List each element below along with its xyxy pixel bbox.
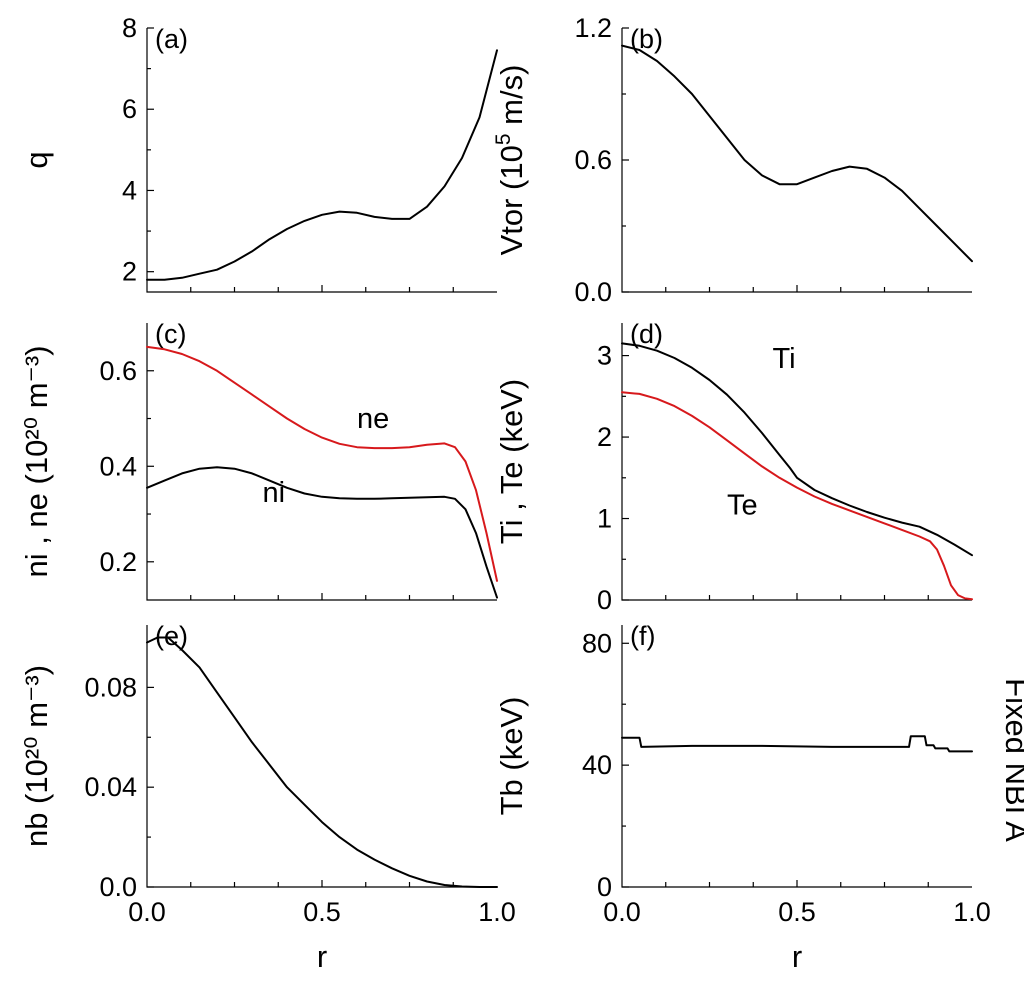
panel-e-xtick-label: 0.0 xyxy=(128,897,166,927)
panel-e-ylabel: nb (10²⁰ m⁻³) xyxy=(19,665,54,847)
panel-f-ytick-label: 40 xyxy=(582,750,612,780)
panel-f-series-line0 xyxy=(621,735,973,753)
panel-b-ytick-label: 1.2 xyxy=(574,13,612,43)
panel-c: 0.2 0.4 0.6 ni , ne (10²⁰ m⁻³) (c) ne ni xyxy=(19,319,498,601)
panel-b-ylabel: Vtor (105 m/s) xyxy=(492,65,529,256)
panel-c-ylabel: ni , ne (10²⁰ m⁻³) xyxy=(19,345,54,577)
panel-f-ylabel: Tb (keV) xyxy=(494,697,529,816)
panel-e-series-line0 xyxy=(146,636,498,888)
panel-e-ytick-label: 0.04 xyxy=(84,772,137,802)
panel-d-ytick-label: 0 xyxy=(597,585,612,615)
panel-c-ytick-label: 0.6 xyxy=(99,356,137,386)
panel-b-ytick-label: 0.0 xyxy=(574,277,612,307)
panel-e-ytick-label: 0.08 xyxy=(84,672,137,702)
panel-e-xtick-label: 1.0 xyxy=(478,897,516,927)
panel-f-xlabel: r xyxy=(792,939,802,974)
panel-a-axes xyxy=(146,28,497,293)
panel-a: 2 4 6 8 q (a) xyxy=(19,13,498,293)
panel-c-series-ne xyxy=(146,345,498,582)
panel-d-series-Te xyxy=(621,391,973,601)
panel-a-ytick-label: 8 xyxy=(122,13,137,43)
panel-c-ytick-label: 0.4 xyxy=(99,451,137,481)
panel-f-axes xyxy=(621,625,972,888)
panel-e-xtick-label: 0.5 xyxy=(303,897,341,927)
panel-a-ytick-label: 4 xyxy=(122,175,137,205)
panel-b-axes xyxy=(621,28,972,293)
panel-b-ytick-label: 0.6 xyxy=(574,145,612,175)
panel-c-series-ni xyxy=(146,466,498,599)
panel-f-tag: (f) xyxy=(630,621,655,651)
panel-c-series-label-ni: ni xyxy=(263,477,286,509)
panel-a-ytick-label: 6 xyxy=(122,94,137,124)
panel-d-ylabel: Ti , Te (keV) xyxy=(494,379,529,544)
panel-f: 0 40 80 0.0 0.5 1.0 r Tb (keV) (f) xyxy=(494,621,991,974)
panel-e-ytick-label: 0.0 xyxy=(99,872,137,902)
panel-e-axes xyxy=(146,625,497,888)
panel-d-ytick-label: 2 xyxy=(597,422,612,452)
panel-f-ytick-label: 0 xyxy=(597,872,612,902)
panel-c-axes xyxy=(146,323,497,601)
panel-c-ytick-label: 0.2 xyxy=(99,547,137,577)
panel-f-xtick-label: 0.5 xyxy=(778,897,816,927)
panel-a-ytick-label: 2 xyxy=(122,257,137,287)
panel-c-series-label-ne: ne xyxy=(357,403,389,435)
panel-a-ylabel: q xyxy=(19,151,54,168)
panel-d: 0 1 2 3 Ti , Te (keV) (d) Ti Te xyxy=(494,319,973,615)
panel-d-series-Ti xyxy=(621,342,973,557)
panel-d-axes xyxy=(621,323,972,601)
side-label: Fixed NBI A xyxy=(999,678,1024,842)
panel-d-series-label-Ti: Ti xyxy=(773,343,796,375)
panel-d-ytick-label: 1 xyxy=(597,504,612,534)
panel-f-xtick-label: 1.0 xyxy=(953,897,991,927)
panel-d-ytick-label: 3 xyxy=(597,341,612,371)
panel-e-tag: (e) xyxy=(155,621,188,651)
panel-a-series-line0 xyxy=(146,49,498,281)
panel-e-xlabel: r xyxy=(317,939,327,974)
panel-a-tag: (a) xyxy=(155,24,188,54)
panel-e: 0.0 0.04 0.08 0.0 0.5 1.0 r nb (10²⁰ m⁻³) (e) xyxy=(19,621,516,974)
panel-b-series-line0 xyxy=(621,44,973,263)
panel-f-xtick-label: 0.0 xyxy=(603,897,641,927)
panel-d-tag: (d) xyxy=(630,319,663,349)
panel-f-ytick-label: 80 xyxy=(582,628,612,658)
panel-c-tag: (c) xyxy=(155,319,186,349)
panel-d-series-label-Te: Te xyxy=(727,489,758,521)
